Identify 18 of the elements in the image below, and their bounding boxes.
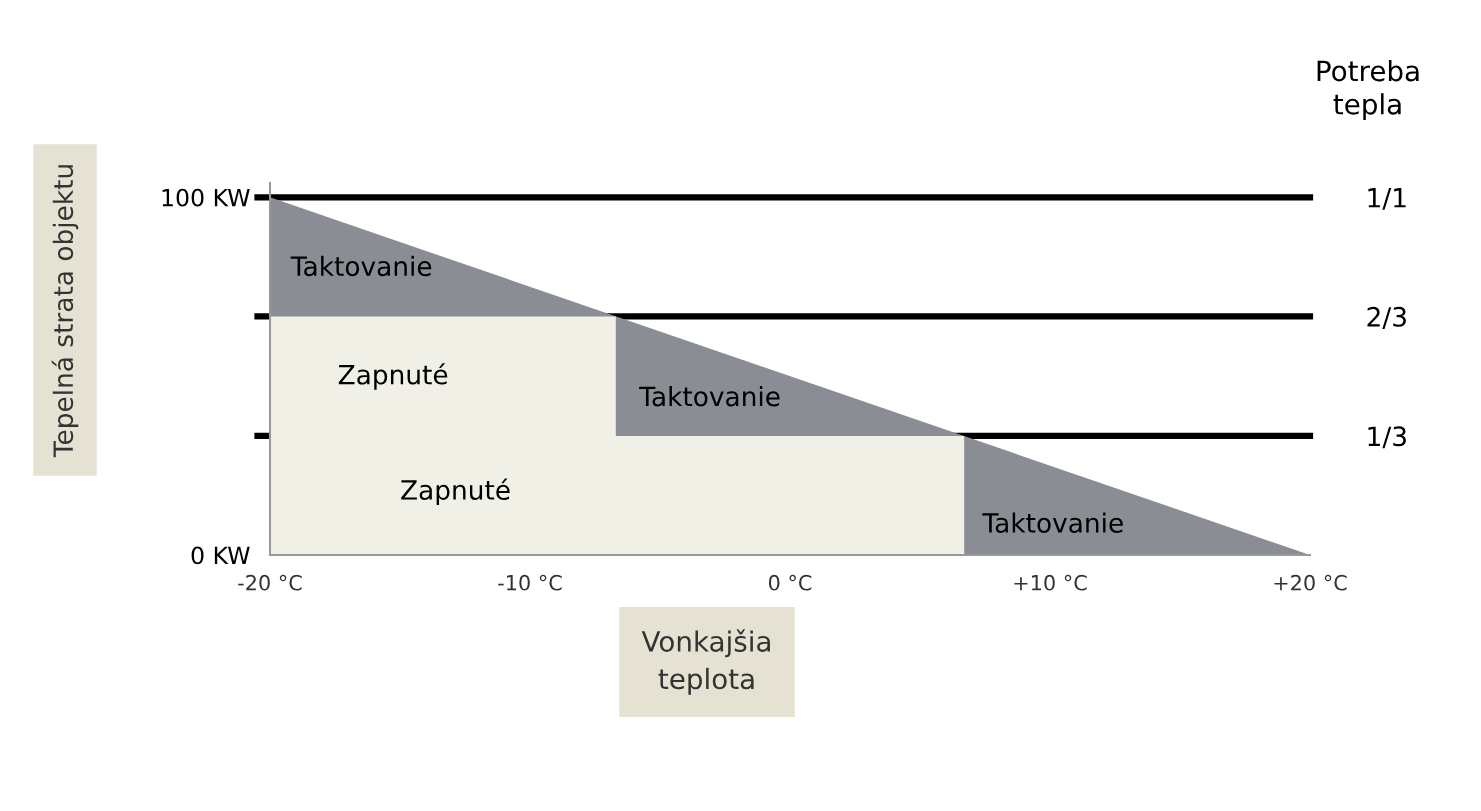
y2-tick-label: 1/3 — [1368, 426, 1406, 449]
x-tick-label: +20 °C — [1274, 574, 1347, 591]
annotation: Taktovanie — [982, 512, 1123, 533]
x-tick-label: +10 °C — [1014, 574, 1087, 591]
annotation: Zapnuté — [338, 363, 448, 390]
y2-tick-label: 1/1 — [1368, 188, 1406, 210]
y2-tick-label: 2/3 — [1367, 306, 1406, 329]
y-axis-title: Tepelná strata objektu — [51, 165, 79, 458]
x-axis-title: Vonkajšia teplota — [641, 629, 770, 695]
annotation: Taktovanie — [290, 255, 432, 277]
x-tick-label: -10 °C — [498, 574, 562, 591]
y-tick-label: 100 KW — [162, 188, 250, 207]
annotation: Taktovanie — [639, 385, 780, 407]
y-tick-label: 0 KW — [191, 546, 250, 565]
y2-axis-title: Potreba tepla — [1317, 59, 1419, 121]
annotation: Zapnuté — [401, 478, 510, 506]
x-tick-label: 0 °C — [768, 574, 812, 591]
x-tick-label: -20 °C — [238, 574, 302, 591]
